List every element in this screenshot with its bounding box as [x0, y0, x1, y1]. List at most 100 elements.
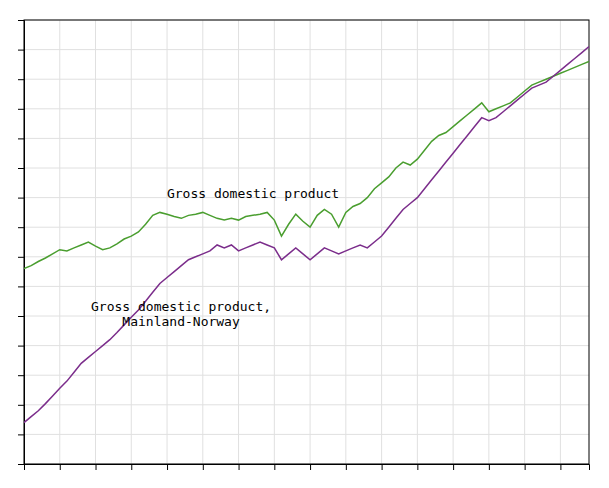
grid-line-x: [238, 20, 239, 464]
tick-mark: [18, 464, 24, 465]
grid-line-x: [95, 20, 96, 464]
tick: [18, 375, 24, 376]
tick-mark: [18, 50, 24, 51]
tick-mark: [18, 168, 24, 169]
annotation: Gross domestic product: [167, 186, 339, 201]
tick-mark: [167, 464, 168, 470]
grid-line-y: [24, 108, 589, 109]
tick: [18, 434, 24, 435]
annotations: Gross domestic product Gross domestic pro…: [91, 186, 339, 330]
grid-line-y: [24, 404, 589, 405]
tick-mark: [310, 464, 311, 470]
tick: [18, 168, 24, 169]
plot-area: Gross domestic product Gross domestic pro…: [18, 20, 590, 470]
tick: [18, 286, 24, 287]
series-line: [24, 61, 589, 268]
grid-line-y: [24, 434, 589, 435]
tick-mark: [96, 464, 97, 470]
tick: [18, 198, 24, 199]
grid-line-x: [524, 20, 525, 464]
annotation-line: Gross domestic product,: [91, 299, 271, 314]
tick-mark: [18, 375, 24, 376]
tick-mark: [382, 464, 383, 470]
tick: [18, 50, 24, 51]
grid-line-y: [24, 138, 589, 139]
annotation: Gross domestic product,Mainland-Norway: [91, 299, 271, 330]
tick-mark: [489, 464, 490, 470]
tick: [310, 464, 311, 470]
grid-line-y: [24, 49, 589, 50]
tick-mark: [346, 464, 347, 470]
annotation-line: Gross domestic product: [167, 186, 339, 201]
grid: [24, 20, 589, 464]
tick: [60, 464, 61, 470]
grid-line-y: [24, 375, 589, 376]
tick-mark: [18, 405, 24, 406]
grid-line-y: [24, 316, 589, 317]
tick-mark: [18, 316, 24, 317]
series-line: [24, 47, 589, 423]
tick: [18, 109, 24, 110]
tick: [274, 464, 275, 470]
x-axis: [25, 464, 590, 470]
tick: [525, 464, 526, 470]
grid-line-x: [453, 20, 454, 464]
tick: [453, 464, 454, 470]
tick: [131, 464, 132, 470]
tick-mark: [18, 346, 24, 347]
tick: [167, 464, 168, 470]
tick-mark: [239, 464, 240, 470]
tick: [489, 464, 490, 470]
grid-line-y: [24, 168, 589, 169]
tick-mark: [18, 434, 24, 435]
tick-mark: [560, 464, 561, 470]
tick-mark: [18, 138, 24, 139]
grid-line-x: [131, 20, 132, 464]
grid-line-x: [167, 20, 168, 464]
tick: [18, 79, 24, 80]
grid-line-x: [202, 20, 203, 464]
plot-frame: [24, 20, 589, 464]
tick: [18, 20, 24, 21]
series-group: [24, 47, 589, 423]
tick-mark: [417, 464, 418, 470]
tick: [18, 346, 24, 347]
axis-line: [25, 465, 590, 471]
tick: [18, 227, 24, 228]
chart: Gross domestic product Gross domestic pro…: [0, 0, 609, 488]
grid-line-x: [274, 20, 275, 464]
tick: [417, 464, 418, 470]
grid-line-y: [24, 286, 589, 287]
tick: [239, 464, 240, 470]
tick-mark: [18, 227, 24, 228]
grid-line-x: [488, 20, 489, 464]
tick-mark: [60, 464, 61, 470]
tick-mark: [18, 79, 24, 80]
grid-line-x: [417, 20, 418, 464]
tick: [18, 316, 24, 317]
tick-mark: [453, 464, 454, 470]
grid-line-x: [59, 20, 60, 464]
tick: [382, 464, 383, 470]
grid-line-y: [24, 227, 589, 228]
tick: [18, 138, 24, 139]
tick-mark: [274, 464, 275, 470]
tick: [346, 464, 347, 470]
tick-mark: [18, 198, 24, 199]
tick-mark: [18, 286, 24, 287]
grid-line-x: [345, 20, 346, 464]
tick-mark: [18, 257, 24, 258]
tick-mark: [18, 109, 24, 110]
tick: [96, 464, 97, 470]
tick-mark: [131, 464, 132, 470]
tick-mark: [18, 20, 24, 21]
grid-line-y: [24, 79, 589, 80]
tick: [18, 464, 24, 465]
grid-line-x: [310, 20, 311, 464]
grid-line-y: [24, 345, 589, 346]
tick: [560, 464, 561, 470]
grid-line-x: [560, 20, 561, 464]
tick: [203, 464, 204, 470]
grid-line-x: [381, 20, 382, 464]
tick: [18, 257, 24, 258]
